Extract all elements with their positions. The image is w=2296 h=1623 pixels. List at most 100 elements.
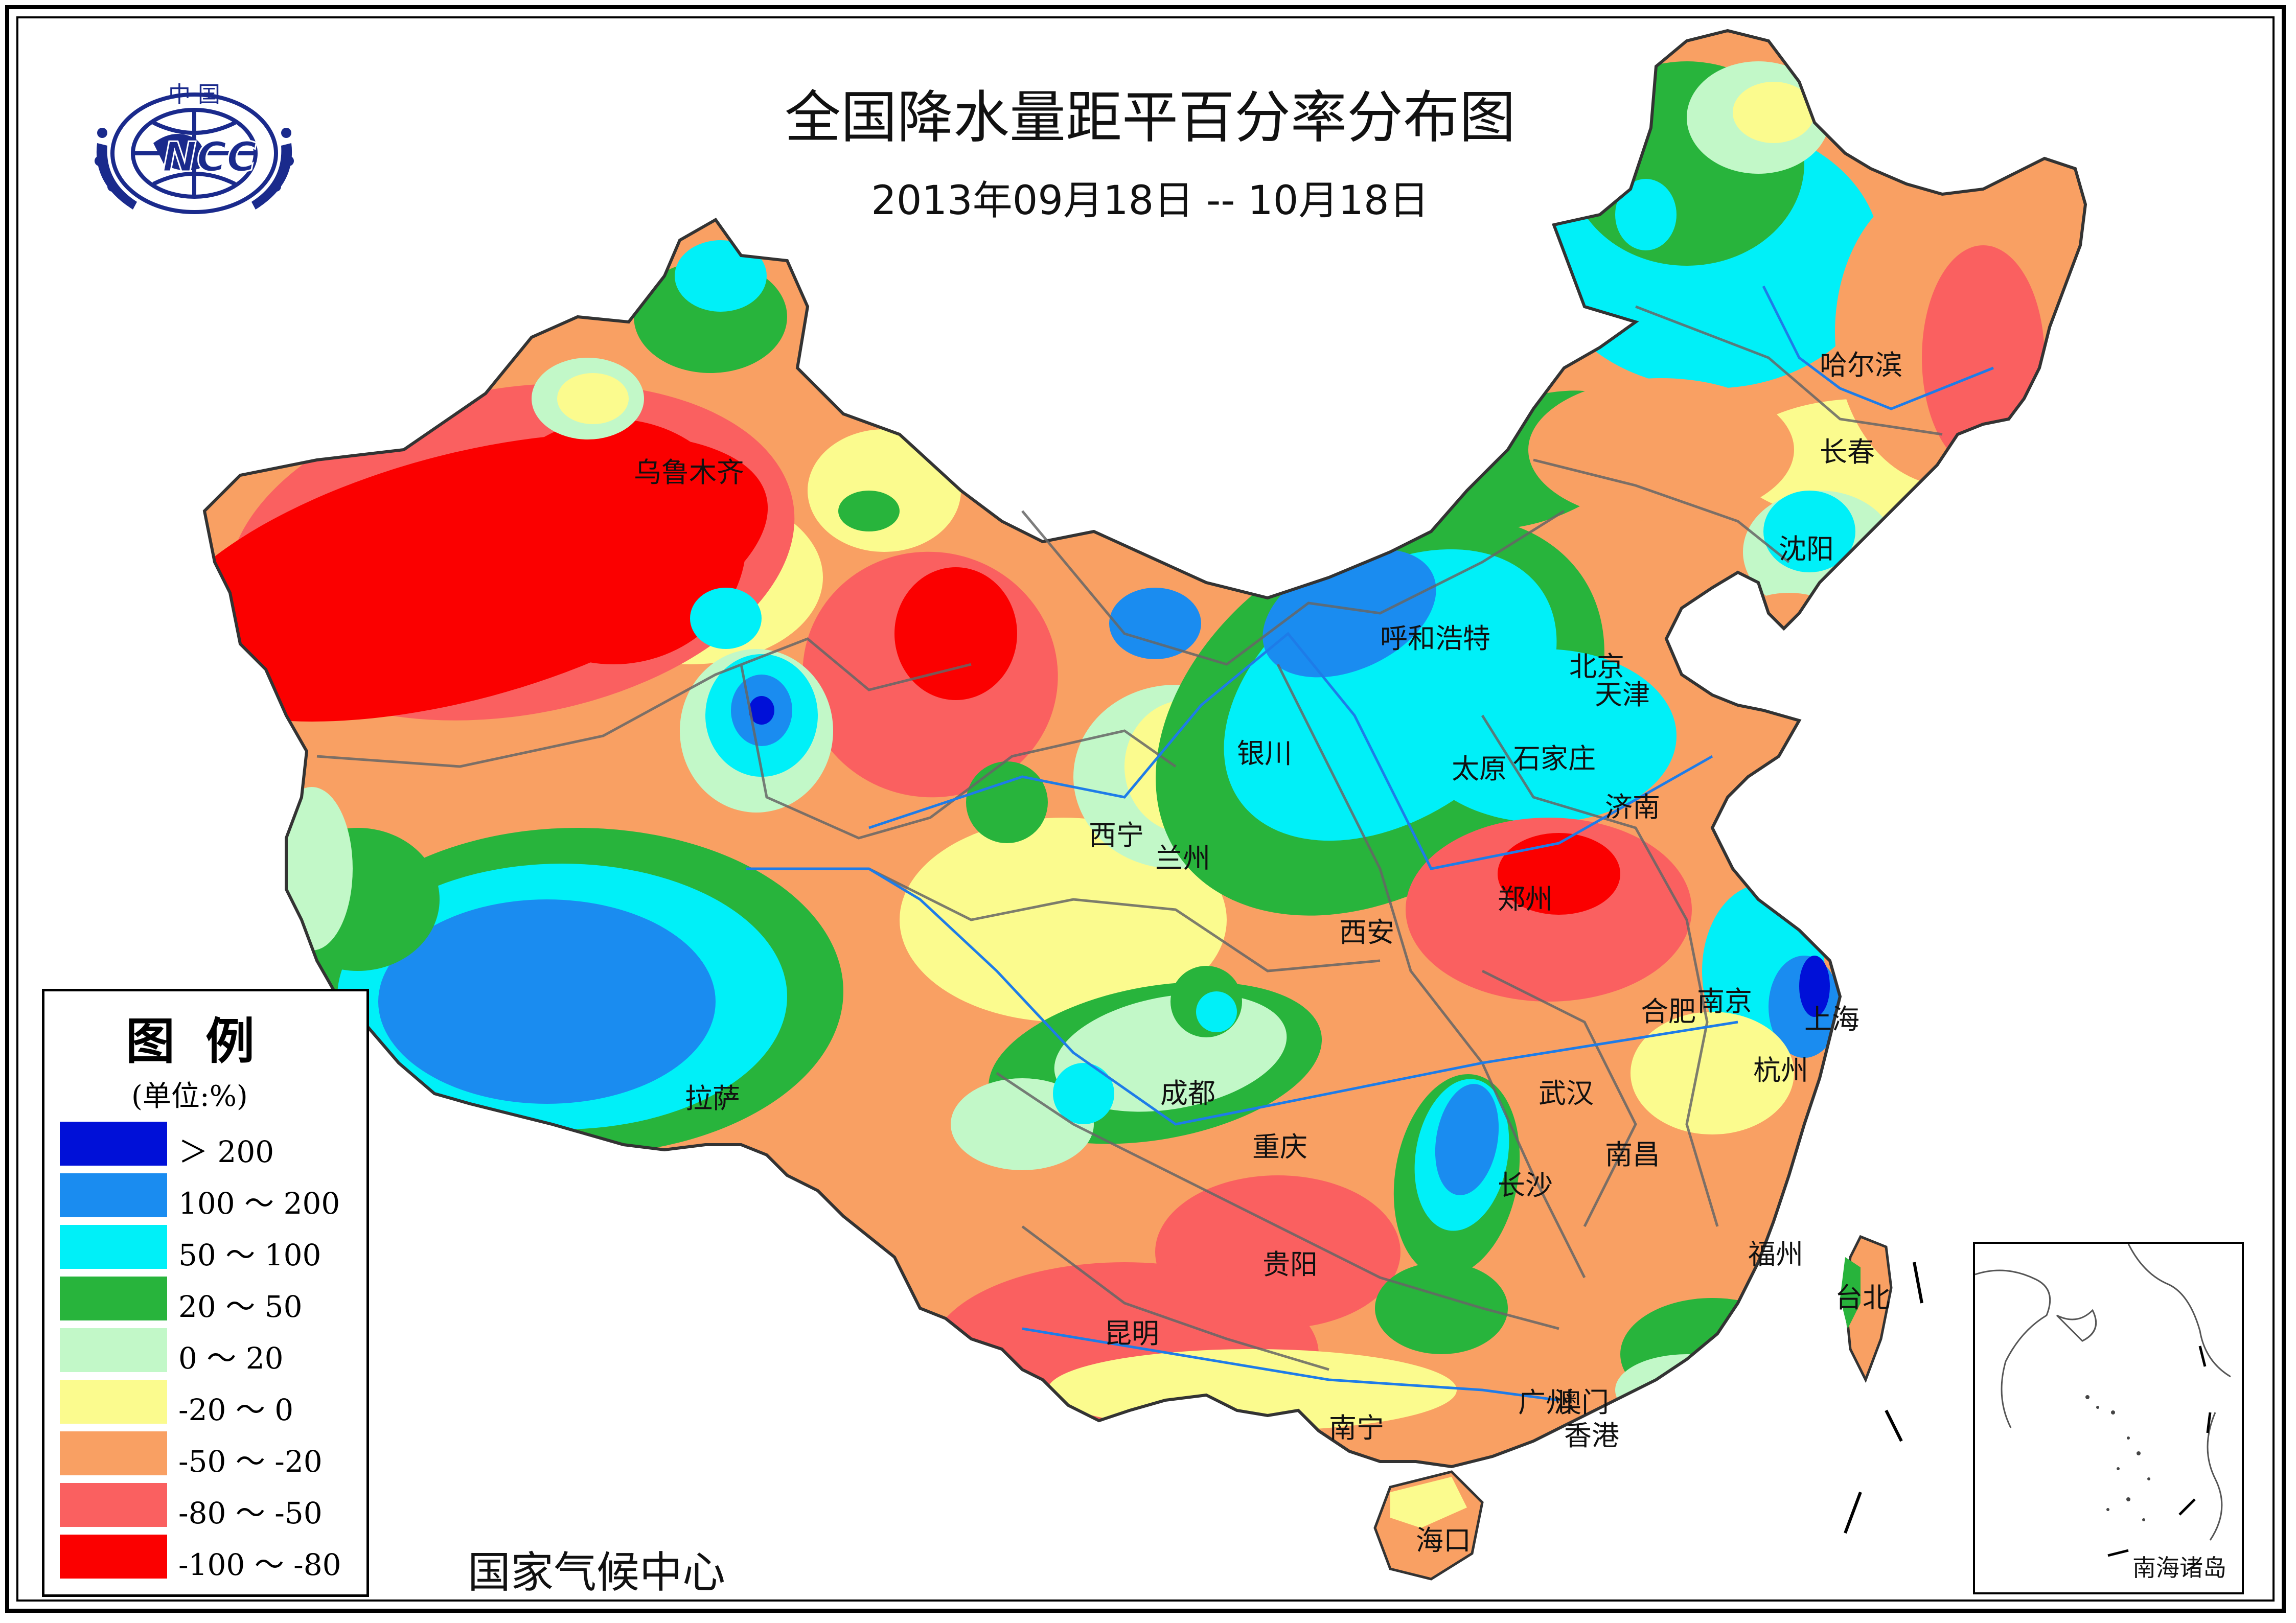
- city-label: 贵阳: [1262, 1248, 1318, 1281]
- city-label: 南宁: [1329, 1412, 1384, 1444]
- contour-band: [1375, 1262, 1508, 1354]
- legend-swatch: [60, 1535, 167, 1579]
- city-label: 成都: [1160, 1077, 1215, 1109]
- city-label: 西宁: [1089, 819, 1144, 851]
- city-label: 拉萨: [685, 1082, 740, 1115]
- legend-label: 20 ～ 50: [178, 1289, 303, 1324]
- ncc-globe-wreath-logo: 中 国 NCC: [95, 82, 294, 214]
- contour-band: [900, 818, 1227, 1022]
- contour-band: [966, 761, 1048, 843]
- legend-item: ＞ 200: [56, 1122, 362, 1169]
- contour-band: [894, 567, 1017, 700]
- contour-band: [1728, 593, 1850, 675]
- contour-band: [1922, 245, 2045, 470]
- legend-swatch: [60, 1277, 167, 1320]
- map-title: 全国降水量距平百分率分布图: [785, 85, 1516, 150]
- contour-band: [749, 696, 774, 725]
- legend-item: 50 ～ 100: [56, 1225, 362, 1272]
- city-label: 重庆: [1252, 1131, 1307, 1163]
- city-label: 银川: [1237, 737, 1292, 770]
- city-label: 昆明: [1104, 1317, 1159, 1350]
- city-label: 杭州: [1753, 1054, 1808, 1086]
- legend-item: 100 ～ 200: [56, 1173, 362, 1221]
- contour-band: [1615, 179, 1677, 250]
- svg-text:中 国: 中 国: [168, 82, 220, 108]
- legend-swatch: [60, 1483, 167, 1527]
- legend-swatch: [60, 1122, 167, 1166]
- map-date-range: 2013年09月18日 -- 10月18日: [871, 178, 1429, 224]
- city-label: 长春: [1820, 436, 1875, 468]
- contour-band: [1053, 1063, 1114, 1124]
- city-label: 乌鲁木齐: [634, 456, 744, 489]
- contour-band: [1196, 991, 1237, 1032]
- contour-band: [808, 429, 961, 552]
- legend-unit: (单位:%): [131, 1080, 248, 1113]
- legend-title: 图例: [126, 1013, 285, 1070]
- city-label: 长沙: [1498, 1169, 1553, 1201]
- rivers: [746, 285, 1994, 1402]
- city-label: 南京: [1697, 985, 1752, 1017]
- city-label: 台北: [1835, 1282, 1890, 1314]
- city-label: 福州: [1748, 1238, 1803, 1270]
- city-label: 呼和浩特: [1380, 622, 1490, 655]
- city-label: 兰州: [1155, 842, 1210, 874]
- nine-dash-line: [1844, 1262, 1923, 1534]
- city-label: 郑州: [1498, 883, 1553, 915]
- inset-label: 南海诸岛: [2132, 1554, 2226, 1582]
- city-label: 北京: [1569, 651, 1624, 683]
- city-label: 香港: [1564, 1420, 1619, 1452]
- contour-band: [1620, 1298, 1804, 1410]
- contour-band: [1498, 833, 1620, 915]
- south-china-sea-inset: 南海诸岛: [1973, 1242, 2244, 1594]
- legend-swatch: [60, 1431, 167, 1475]
- contour-band: [690, 588, 762, 649]
- contour-band: [1733, 82, 1815, 143]
- legend-swatch: [60, 1225, 167, 1269]
- ncc-logo: 中 国 NCC: [77, 72, 312, 225]
- city-label: 太原: [1452, 753, 1507, 785]
- legend-item: 0 ～ 20: [56, 1328, 362, 1376]
- contour-band: [271, 787, 353, 950]
- contour-band: [557, 373, 629, 424]
- outer-frame: [5, 5, 2286, 1613]
- inset-map: [1975, 1244, 2231, 1557]
- legend-item: -20 ～ 0: [56, 1380, 362, 1427]
- city-label: 澳门: [1554, 1386, 1609, 1419]
- city-label: 沈阳: [1779, 533, 1834, 565]
- contour-band: [378, 899, 716, 1104]
- city-label: 南昌: [1605, 1139, 1660, 1171]
- contour-band: [1631, 1012, 1794, 1134]
- city-label: 济南: [1605, 791, 1660, 823]
- contour-band: [1799, 956, 1830, 1017]
- city-label: 武汉: [1539, 1077, 1594, 1109]
- contour-band: [838, 491, 900, 531]
- contour-band: [675, 240, 767, 312]
- legend-swatch: [60, 1173, 167, 1217]
- legend-swatch: [60, 1328, 167, 1372]
- legend-label: -80 ～ -50: [178, 1496, 323, 1531]
- legend-label: ＞ 200: [178, 1134, 274, 1169]
- legend-label: -100 ～ -80: [178, 1547, 341, 1582]
- city-label: 天津: [1595, 679, 1650, 711]
- legend-label: 50 ～ 100: [178, 1238, 322, 1272]
- organization-name: 国家气候中心: [468, 1547, 726, 1597]
- city-label: 上海: [1804, 1003, 1859, 1035]
- contour-band: [1763, 491, 1855, 572]
- contour-band: [1109, 588, 1201, 659]
- legend-swatch: [60, 1380, 167, 1424]
- inner-frame: [16, 16, 2275, 1602]
- legend-label: 0 ～ 20: [178, 1341, 284, 1376]
- city-label: 海口: [1416, 1524, 1471, 1557]
- province-borders: [316, 305, 1943, 1371]
- legend: 图例 (单位:%) ＞ 200 100 ～ 200 50 ～ 100 20 ～ 50 0…: [42, 989, 369, 1597]
- legend-item: -80 ～ -50: [56, 1483, 362, 1531]
- legend-item: -50 ～ -20: [56, 1431, 362, 1479]
- contour-band: [1528, 378, 1794, 521]
- svg-text:NCC: NCC: [163, 133, 257, 181]
- contour-band: [1435, 1084, 1499, 1195]
- city-label: 广州: [1518, 1386, 1573, 1419]
- city-label: 哈尔滨: [1820, 349, 1902, 381]
- taiwan-west-coast: [1840, 1257, 1861, 1329]
- city-label: 西安: [1339, 916, 1394, 948]
